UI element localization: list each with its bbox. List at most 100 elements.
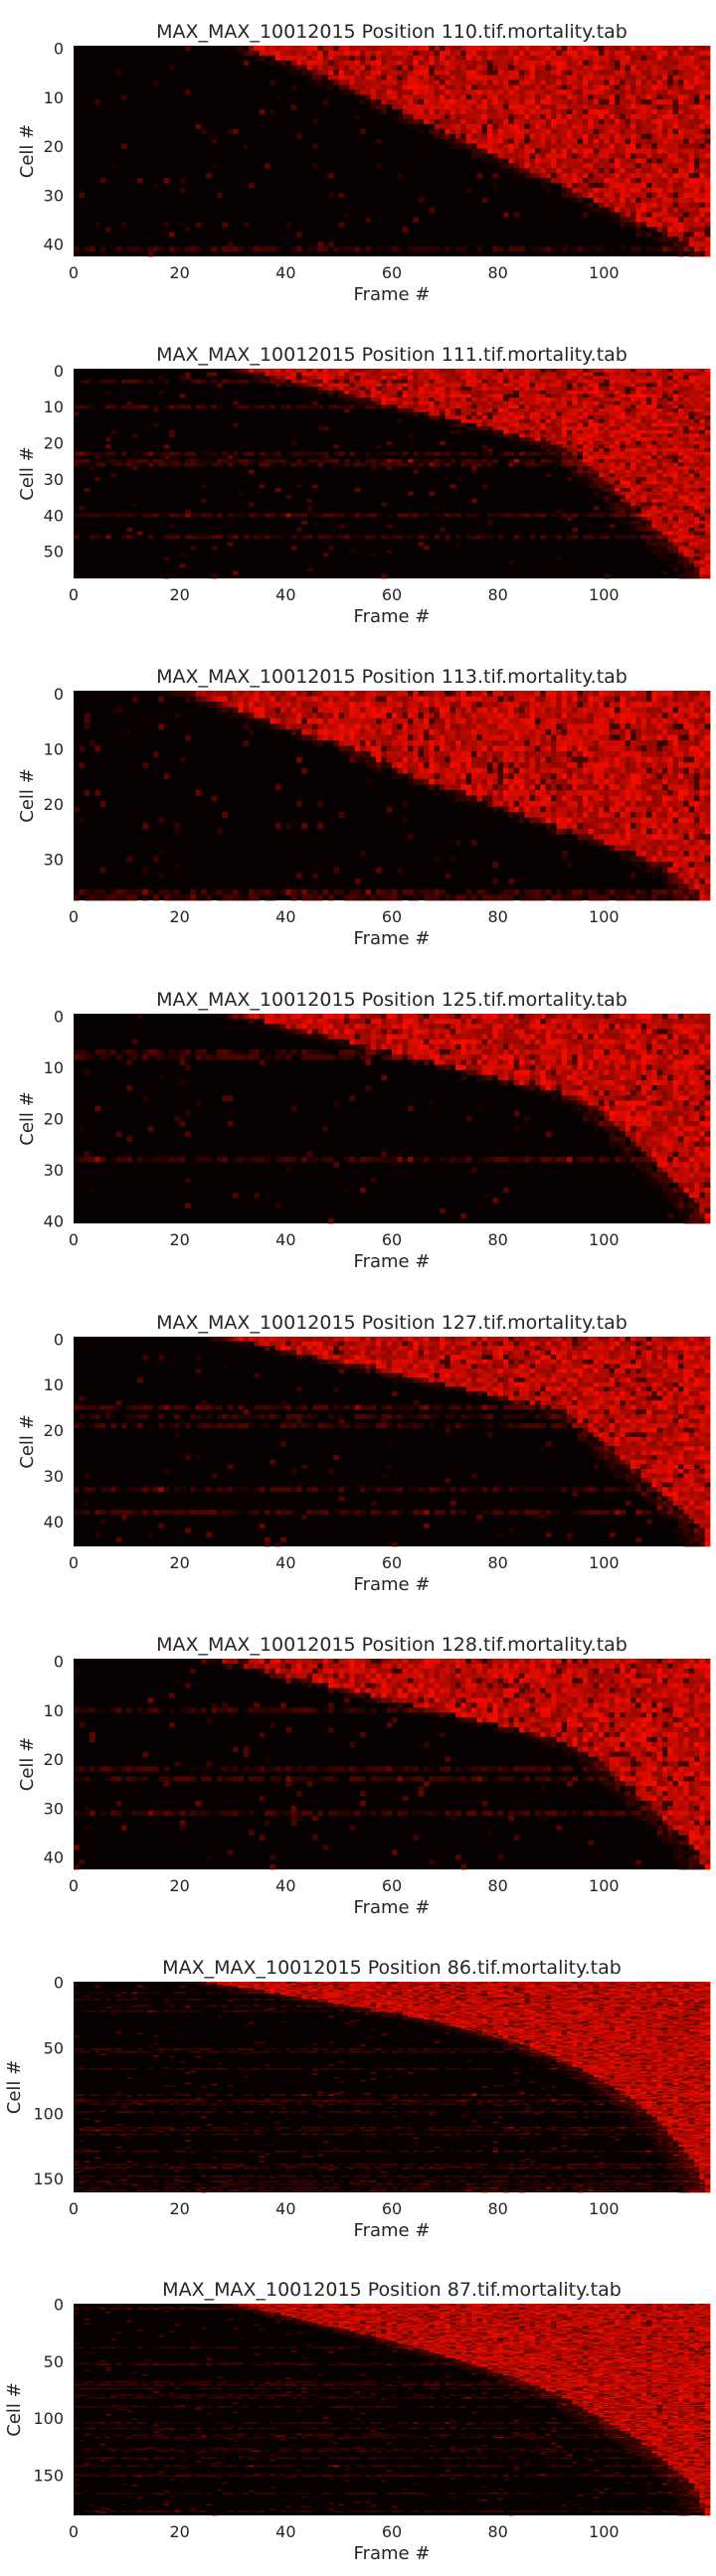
heatmap-cell xyxy=(376,109,382,115)
heatmap-cell xyxy=(561,383,568,388)
heatmap-cell xyxy=(609,411,616,416)
heatmap-cell xyxy=(322,535,329,540)
heatmap-cell xyxy=(376,462,382,467)
heatmap-cell xyxy=(656,65,663,71)
heatmap-cell xyxy=(211,691,218,697)
heatmap-cell xyxy=(688,477,695,482)
heatmap-cell xyxy=(615,411,621,416)
heatmap-cell xyxy=(381,376,388,381)
heatmap-cell xyxy=(699,163,706,169)
heatmap-cell xyxy=(440,390,446,395)
heatmap-cell xyxy=(577,462,584,467)
heatmap-cell xyxy=(79,513,86,518)
heatmap-cell xyxy=(620,498,626,503)
heatmap-cell xyxy=(312,513,318,518)
heatmap-cell xyxy=(599,94,605,100)
heatmap-cell xyxy=(667,114,674,120)
heatmap-cell xyxy=(704,192,711,199)
heatmap-cell xyxy=(471,387,477,392)
heatmap-cell xyxy=(529,418,536,423)
heatmap-cell xyxy=(683,158,690,164)
heatmap-cell xyxy=(429,369,436,373)
heatmap-cell xyxy=(163,455,170,460)
heatmap-cell xyxy=(704,513,711,518)
heatmap-cell xyxy=(306,567,313,572)
heatmap-cell xyxy=(360,398,366,402)
heatmap-cell xyxy=(609,158,616,164)
heatmap-cell xyxy=(683,560,690,564)
heatmap-cell xyxy=(599,138,605,144)
heatmap-cell xyxy=(492,118,499,125)
heatmap-cell xyxy=(513,246,520,252)
heatmap-cell xyxy=(397,173,404,179)
heatmap-cell xyxy=(503,422,509,427)
heatmap-cell xyxy=(640,118,647,125)
heatmap-cell xyxy=(360,55,366,62)
heatmap-cell xyxy=(572,387,579,392)
heatmap-cell xyxy=(440,451,446,456)
heatmap-cell xyxy=(429,491,436,496)
heatmap-cell xyxy=(561,394,568,399)
heatmap-cell xyxy=(583,394,589,399)
heatmap-cell xyxy=(424,394,430,399)
heatmap-cell xyxy=(481,535,488,540)
cell-row xyxy=(179,564,711,568)
heatmap-cell xyxy=(678,94,684,100)
heatmap-cell xyxy=(583,80,589,85)
heatmap-cell xyxy=(561,178,568,184)
heatmap-cell xyxy=(503,426,509,431)
heatmap-cell xyxy=(667,376,674,381)
heatmap-cell xyxy=(126,528,133,533)
cell-row xyxy=(481,158,711,164)
heatmap-cell xyxy=(567,448,573,452)
heatmap-cell xyxy=(508,163,515,169)
heatmap-cell xyxy=(424,379,430,384)
heatmap-cell xyxy=(545,411,552,416)
heatmap-cell xyxy=(625,133,631,139)
heatmap-cell xyxy=(471,408,477,412)
heatmap-cell xyxy=(142,458,149,463)
heatmap-cell xyxy=(434,65,441,71)
heatmap-cell xyxy=(567,477,573,482)
heatmap-cell xyxy=(609,691,616,697)
heatmap-cell xyxy=(567,462,573,467)
heatmap-cell xyxy=(694,466,700,471)
heatmap-cell xyxy=(577,458,584,463)
heatmap-cell xyxy=(640,491,647,496)
heatmap-cell xyxy=(615,455,621,460)
heatmap-cell xyxy=(370,94,377,100)
heatmap-cell xyxy=(667,531,674,536)
heatmap-cell xyxy=(434,535,441,540)
heatmap-cell xyxy=(646,498,652,503)
heatmap-cell xyxy=(524,46,531,52)
heatmap-cell xyxy=(90,513,95,518)
heatmap-cell xyxy=(620,513,626,518)
heatmap-cell xyxy=(254,458,261,463)
heatmap-cell xyxy=(440,109,446,115)
heatmap-cell xyxy=(445,60,451,67)
heatmap-cell xyxy=(545,383,552,388)
heatmap-cell xyxy=(360,383,366,388)
y-tick-label: 30 xyxy=(44,470,64,489)
heatmap-cell xyxy=(662,462,668,467)
heatmap-cell xyxy=(110,404,117,409)
heatmap-cell xyxy=(513,99,520,105)
heatmap-cell xyxy=(609,187,616,194)
heatmap-cell xyxy=(365,383,372,388)
heatmap-cell xyxy=(678,495,684,500)
heatmap-cell xyxy=(599,383,605,388)
heatmap-cell xyxy=(449,114,456,120)
heatmap-cell xyxy=(635,168,642,174)
heatmap-cell xyxy=(487,422,493,427)
heatmap-cell xyxy=(376,458,382,463)
heatmap-cell xyxy=(392,104,398,110)
heatmap-cell xyxy=(604,207,611,213)
heatmap-cell xyxy=(381,89,388,95)
heatmap-cell xyxy=(397,94,404,100)
heatmap-cell xyxy=(561,418,568,423)
heatmap-cell xyxy=(572,133,579,139)
heatmap-cell xyxy=(535,415,541,420)
heatmap-cell xyxy=(593,80,600,85)
heatmap-cell xyxy=(615,65,621,71)
heatmap-cell xyxy=(217,451,223,456)
